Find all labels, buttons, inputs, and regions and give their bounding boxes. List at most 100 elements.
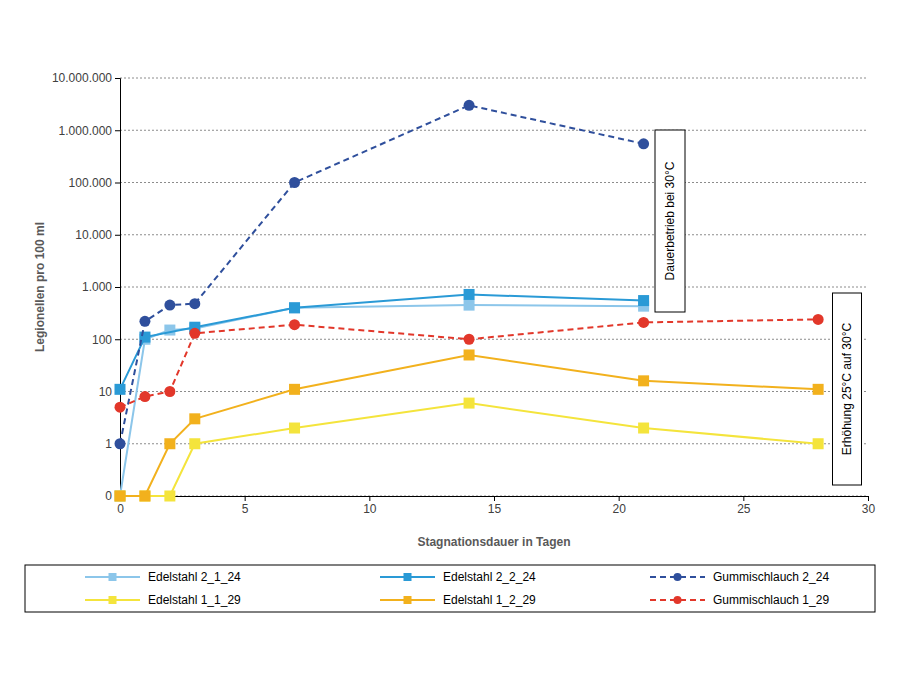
point (813, 438, 824, 449)
y-tick: 100.000 (69, 176, 120, 190)
x-tick-mark (743, 496, 744, 501)
y-tick-label: 1.000 (82, 280, 112, 294)
x-tick: 30 (862, 496, 876, 516)
point (464, 289, 475, 300)
legend-item: Edelstahl 1_2_29 (380, 593, 536, 607)
y-tick-mark (115, 235, 120, 236)
x-axis-line (121, 497, 869, 502)
point (115, 491, 126, 502)
point (164, 491, 175, 502)
series-line (120, 319, 818, 407)
x-tick: 5 (242, 496, 249, 516)
y-axis-title: Legionellen pro 100 ml (33, 222, 47, 352)
point (464, 349, 475, 360)
grid-line (120, 130, 868, 131)
x-tick: 10 (363, 496, 377, 516)
legend-marker (109, 596, 117, 604)
series-line (120, 294, 644, 389)
series (115, 314, 824, 413)
y-tick: 100 (92, 333, 120, 347)
grid-line (120, 182, 868, 183)
legend-label: Edelstahl 1_1_29 (148, 593, 241, 607)
point (139, 491, 150, 502)
series-line (120, 105, 644, 443)
x-tick-label: 25 (737, 502, 751, 516)
x-tick-label: 20 (612, 502, 626, 516)
y-tick-label: 100 (92, 333, 112, 347)
y-tick-label: 0 (105, 489, 112, 503)
point (189, 328, 200, 339)
series-line (120, 403, 818, 496)
x-axis: 051015202530 (117, 496, 875, 516)
point (638, 295, 649, 306)
x-tick-label: 15 (488, 502, 502, 516)
legend-label: Edelstahl 1_2_29 (443, 593, 536, 607)
chart: 01101001.00010.000100.0001.000.00010.000… (0, 0, 900, 675)
legend-marker (674, 596, 682, 604)
point (189, 298, 200, 309)
grid-line (120, 443, 868, 444)
series (115, 289, 650, 395)
grid-line (120, 391, 868, 392)
legend-label: Gummischlauch 1_29 (713, 593, 829, 607)
point (464, 300, 475, 311)
point (638, 423, 649, 434)
y-tick-mark (115, 183, 120, 184)
x-tick-mark (619, 496, 620, 501)
y-tick-label: 1.000.000 (59, 124, 113, 138)
y-tick-label: 1 (105, 437, 112, 451)
legend-label: Gummischlauch 2_24 (713, 570, 829, 584)
series (115, 349, 824, 501)
legend-marker (404, 596, 412, 604)
legend-marker (404, 573, 412, 581)
plot-area (115, 100, 824, 502)
point (638, 317, 649, 328)
point (139, 391, 150, 402)
x-tick-label: 5 (242, 502, 249, 516)
grid-line (120, 339, 868, 340)
x-tick: 15 (488, 496, 502, 516)
annotation-box (655, 130, 685, 312)
point (115, 491, 126, 502)
point (189, 438, 200, 449)
series (115, 398, 824, 502)
point (115, 438, 126, 449)
point (289, 384, 300, 395)
x-tick-label: 10 (363, 502, 377, 516)
legend-item: Edelstahl 2_2_24 (380, 570, 536, 584)
annotation: Erhöhung 25°C auf 30°C (833, 293, 862, 485)
point (115, 384, 126, 395)
y-axis: 01101001.00010.000100.0001.000.00010.000… (52, 71, 121, 503)
y-tick-label: 10.000 (75, 228, 112, 242)
legend: Edelstahl 2_1_24Edelstahl 2_2_24Gummisch… (25, 565, 875, 612)
point (289, 177, 300, 188)
point (464, 398, 475, 409)
grid-line (120, 234, 868, 235)
y-tick: 1.000 (82, 280, 120, 294)
annotation-box (833, 293, 862, 485)
x-tick-label: 30 (862, 502, 876, 516)
x-axis-title: Stagnationsdauer in Tagen (417, 535, 570, 549)
legend-item: Gummischlauch 1_29 (650, 593, 829, 607)
x-tick-mark (494, 496, 495, 501)
point (115, 491, 126, 502)
x-tick-mark (369, 496, 370, 501)
point (189, 413, 200, 424)
point (813, 384, 824, 395)
x-tick-mark (868, 496, 869, 501)
y-tick-mark (115, 287, 120, 288)
point (289, 319, 300, 330)
point (164, 438, 175, 449)
grid (120, 78, 868, 496)
x-tick: 20 (612, 496, 626, 516)
point (164, 386, 175, 397)
y-tick-mark (115, 339, 120, 340)
grid-line (120, 78, 868, 79)
point (289, 423, 300, 434)
x-tick: 25 (737, 496, 751, 516)
grid-line (120, 287, 868, 288)
y-tick-label: 10 (99, 385, 113, 399)
legend-marker (109, 573, 117, 581)
annotation-text: Erhöhung 25°C auf 30°C (840, 322, 854, 455)
legend-item: Gummischlauch 2_24 (650, 570, 829, 584)
